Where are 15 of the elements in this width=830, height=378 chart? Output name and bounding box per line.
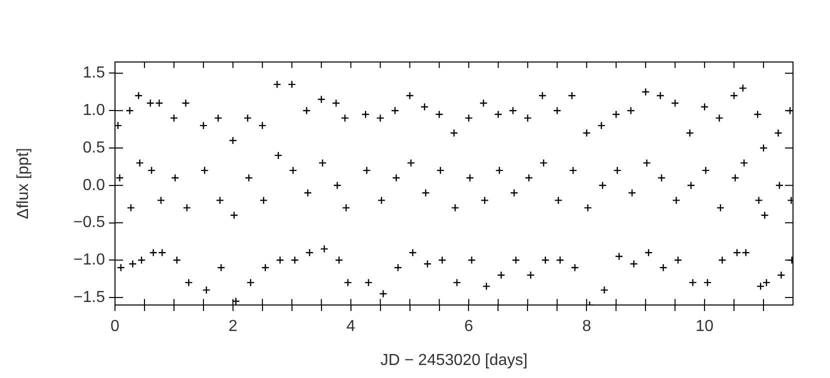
y-tick-label: 1.0 xyxy=(82,102,106,120)
y-tick-label: −0.5 xyxy=(73,214,106,232)
x-tick-label: 4 xyxy=(346,318,356,336)
y-axis-title: Δflux [ppt] xyxy=(15,148,32,220)
y-tick-label: −1.5 xyxy=(73,288,106,306)
y-tick-label: −1.0 xyxy=(73,252,106,269)
x-axis-title: JD − 2453020 [days] xyxy=(380,352,528,369)
y-tick-label: 0.5 xyxy=(82,139,106,156)
x-tick-label: 0 xyxy=(110,318,120,336)
x-tick-label: 2 xyxy=(228,318,238,336)
x-tick-label: 8 xyxy=(582,318,592,336)
y-tick-label: 0.0 xyxy=(82,176,106,194)
x-tick-label: 10 xyxy=(696,318,714,336)
x-tick-label: 6 xyxy=(464,318,474,336)
y-tick-label: 1.5 xyxy=(82,64,106,82)
